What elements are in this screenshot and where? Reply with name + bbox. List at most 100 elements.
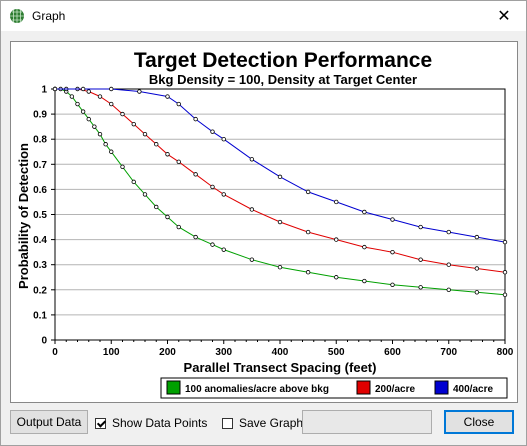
data-point — [193, 234, 198, 240]
data-point — [502, 292, 508, 298]
data-point — [210, 129, 215, 134]
show-data-points-toggle[interactable]: Show Data Points — [95, 416, 207, 430]
data-point — [474, 234, 480, 240]
chart-axes: 0 0.1 0.2 0.3 0.4 0.5 0.6 0.7 0.8 0.9 1 0 100 200 300 4… — [33, 85, 514, 359]
data-point — [120, 164, 125, 170]
chart-series — [52, 86, 508, 298]
chart-legend: 100 anomalies/acre above bkg 200/acre 400/… — [160, 377, 508, 399]
grid-globe-icon — [10, 9, 24, 23]
legend-box — [160, 377, 508, 399]
data-point — [97, 94, 103, 99]
data-point — [334, 275, 339, 280]
data-point — [165, 94, 170, 99]
data-point — [109, 86, 114, 92]
data-point — [69, 94, 75, 99]
save-graph-toggle[interactable]: Save Graph — [222, 416, 303, 430]
data-point — [52, 86, 58, 92]
legend-label: 100 anomalies/acre above bkg — [185, 384, 329, 395]
x-tick-label: 700 — [440, 347, 457, 358]
close-button[interactable]: Close — [444, 410, 514, 434]
y-tick-label: 0.4 — [33, 235, 47, 246]
data-point — [446, 262, 451, 267]
data-point — [80, 86, 86, 92]
x-tick-label: 500 — [328, 347, 345, 358]
output-data-button[interactable]: Output Data — [10, 410, 88, 434]
y-tick-label: 1 — [41, 85, 47, 96]
data-point — [176, 224, 181, 230]
graph-panel: Target Detection Performance Bkg Density… — [10, 41, 518, 403]
legend-swatch — [166, 380, 181, 395]
chart: Target Detection Performance Bkg Density… — [16, 49, 514, 399]
data-point — [446, 229, 451, 235]
data-point — [418, 257, 423, 262]
y-tick-label: 0 — [41, 336, 47, 347]
data-point — [277, 265, 283, 270]
y-tick-label: 0.2 — [33, 285, 47, 296]
data-point — [165, 214, 170, 220]
data-point — [418, 285, 423, 290]
data-point — [362, 278, 367, 284]
x-tick-label: 0 — [52, 347, 58, 358]
data-point — [142, 192, 148, 197]
y-tick-label: 0.9 — [33, 110, 47, 121]
y-tick-label: 0.8 — [33, 135, 47, 146]
x-tick-label: 600 — [384, 347, 401, 358]
legend-label: 200/acre — [375, 384, 415, 395]
chart-grid — [55, 88, 505, 341]
y-tick-label: 0.7 — [33, 160, 47, 171]
x-axis-label: Parallel Transect Spacing (feet) — [184, 360, 377, 375]
legend-label: 400/acre — [453, 384, 493, 395]
data-point — [86, 116, 91, 122]
window-close-icon[interactable]: ✕ — [497, 8, 511, 25]
data-point — [502, 270, 508, 275]
data-point — [75, 101, 80, 107]
data-point — [362, 244, 367, 250]
data-point — [210, 184, 215, 190]
data-point — [221, 136, 226, 142]
data-point — [249, 207, 255, 212]
data-point — [474, 290, 480, 295]
data-point — [305, 229, 311, 235]
data-point — [305, 189, 311, 195]
legend-swatch — [356, 380, 371, 395]
data-point — [176, 159, 181, 164]
window-title: Graph — [32, 9, 66, 23]
legend-swatch — [434, 380, 449, 395]
y-tick-label: 0.3 — [33, 260, 47, 271]
y-axis-label: Probability of Detection — [16, 143, 31, 289]
x-tick-label: 200 — [159, 347, 176, 358]
data-point — [120, 111, 125, 117]
save-graph-checkbox[interactable] — [222, 417, 233, 429]
data-point — [334, 199, 339, 205]
data-point — [193, 172, 198, 177]
data-point — [137, 89, 142, 94]
data-point — [277, 174, 283, 180]
show-data-points-label: Show Data Points — [112, 416, 208, 430]
data-point — [176, 101, 181, 107]
x-tick-label: 300 — [215, 347, 232, 358]
chart-subtitle: Bkg Density = 100, Density at Target Cen… — [149, 72, 417, 87]
data-point — [418, 224, 423, 230]
data-point — [249, 257, 255, 262]
data-point — [362, 209, 367, 215]
y-tick-label: 0.5 — [33, 210, 47, 221]
show-data-points-checkbox[interactable] — [95, 417, 106, 429]
data-point — [474, 266, 480, 271]
save-filename-field[interactable] — [302, 410, 432, 434]
y-tick-label: 0.6 — [33, 185, 47, 196]
data-point — [446, 287, 451, 292]
data-point — [103, 142, 108, 147]
data-point — [390, 249, 395, 255]
data-point — [131, 121, 136, 127]
data-point — [502, 239, 508, 245]
data-point — [221, 247, 226, 252]
data-point — [109, 101, 114, 107]
series-line-0 — [55, 88, 506, 296]
data-point — [80, 109, 86, 114]
data-point — [142, 131, 148, 137]
data-point — [221, 192, 226, 197]
data-point — [390, 282, 395, 287]
series-line-1 — [55, 88, 506, 273]
plot-area-frame — [54, 88, 506, 341]
